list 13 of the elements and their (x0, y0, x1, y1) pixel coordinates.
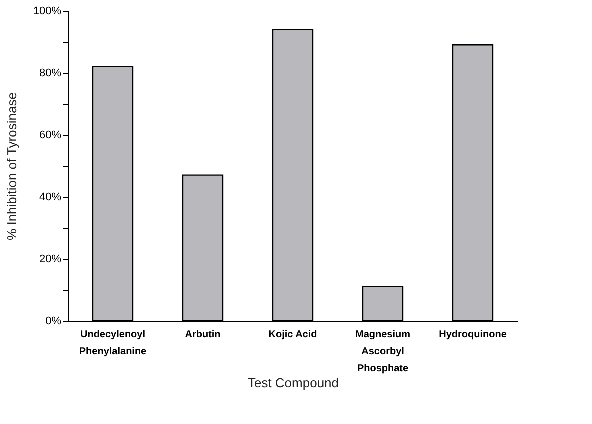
y-tick-label: 40% (39, 192, 62, 204)
x-tick-label: Arbutin (185, 330, 221, 340)
y-axis-title: % Inhibition of Tyrosinase (4, 92, 20, 240)
x-axis-title: Test Compound (248, 376, 340, 390)
y-tick-label: 60% (39, 130, 62, 142)
y-tick-label: 0% (46, 316, 62, 328)
x-tick-label: Kojic Acid (268, 330, 318, 340)
x-tick-label: Hydroquinone (439, 330, 508, 340)
y-tick-label: 80% (39, 68, 62, 80)
x-tick-label: Magnesium Ascorbyl Phosphate (355, 330, 411, 374)
y-tick-label: 100% (33, 6, 62, 18)
x-tick-label: Undecylenoyl Phenylalanine (79, 330, 148, 358)
y-tick-label: 20% (39, 254, 62, 266)
